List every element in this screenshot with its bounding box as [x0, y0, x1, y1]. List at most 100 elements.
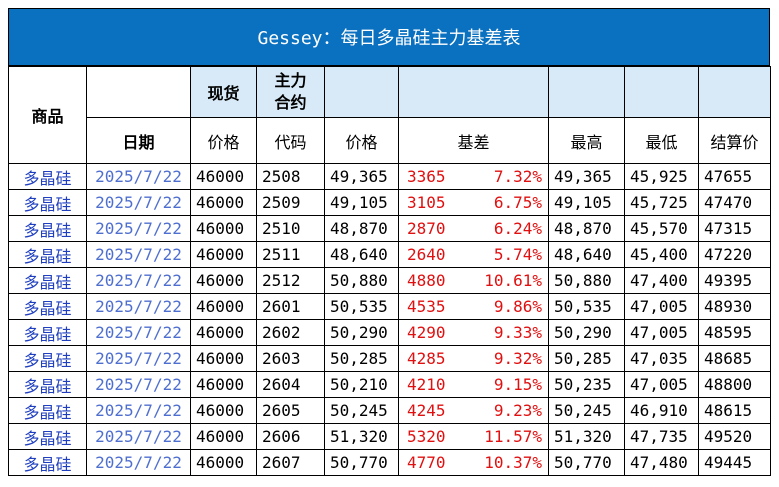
settle-cell: 47315 [698, 215, 771, 242]
basis-cell: 2870 6.24% [398, 215, 549, 242]
header-fill-high [548, 66, 625, 118]
product-cell[interactable]: 多晶硅 [8, 345, 87, 372]
code-cell: 2605 [256, 397, 325, 424]
basis-percent: 6.24% [493, 219, 542, 238]
basis-percent: 10.61% [484, 271, 542, 290]
product-cell[interactable]: 多晶硅 [8, 397, 87, 424]
table-body: 多晶硅 2025/7/22 46000 2508 49,365 3365 7.32% 49,3… [8, 163, 771, 476]
basis-table-container: Gessey：每日多晶硅主力基差表 商品 现货 主力 合约 日期 价格 代码 价… [8, 8, 771, 476]
basis-value: 4535 [407, 297, 446, 316]
spot-price-cell: 46000 [190, 189, 257, 216]
basis-percent: 5.74% [493, 245, 542, 264]
low-cell: 47,005 [624, 319, 699, 346]
code-cell: 2603 [256, 345, 325, 372]
price-cell: 50,535 [324, 293, 399, 320]
basis-percent: 11.57% [484, 427, 542, 446]
table-row: 多晶硅 2025/7/22 46000 2512 50,880 4880 10.61% 50,… [8, 267, 771, 294]
table-row: 多晶硅 2025/7/22 46000 2510 48,870 2870 6.24% 48,8… [8, 215, 771, 242]
header-product: 商品 [8, 66, 87, 164]
basis-cell: 2640 5.74% [398, 241, 549, 268]
low-cell: 47,735 [624, 423, 699, 450]
table-row: 多晶硅 2025/7/22 46000 2509 49,105 3105 6.75% 49,1… [8, 189, 771, 216]
basis-percent: 6.75% [493, 193, 542, 212]
date-cell: 2025/7/22 [86, 397, 191, 424]
basis-cell: 4535 9.86% [398, 293, 549, 320]
code-cell: 2510 [256, 215, 325, 242]
basis-percent: 7.32% [493, 167, 542, 186]
table-row: 多晶硅 2025/7/22 46000 2605 50,245 4245 9.23% 50,2… [8, 397, 771, 424]
product-cell[interactable]: 多晶硅 [8, 163, 87, 190]
header-basis: 基差 [398, 117, 549, 164]
price-cell: 48,870 [324, 215, 399, 242]
settle-cell: 48800 [698, 371, 771, 398]
header-fill-price [324, 66, 399, 118]
product-cell[interactable]: 多晶硅 [8, 423, 87, 450]
basis-cell: 4290 9.33% [398, 319, 549, 346]
high-cell: 50,880 [548, 267, 625, 294]
product-cell[interactable]: 多晶硅 [8, 215, 87, 242]
high-cell: 48,640 [548, 241, 625, 268]
basis-value: 3365 [407, 167, 446, 186]
high-cell: 49,365 [548, 163, 625, 190]
high-cell: 48,870 [548, 215, 625, 242]
table-row: 多晶硅 2025/7/22 46000 2606 51,320 5320 11.57% 51,… [8, 423, 771, 450]
table-row: 多晶硅 2025/7/22 46000 2602 50,290 4290 9.33% 50,2… [8, 319, 771, 346]
product-cell[interactable]: 多晶硅 [8, 371, 87, 398]
code-cell: 2604 [256, 371, 325, 398]
product-cell[interactable]: 多晶硅 [8, 319, 87, 346]
low-cell: 47,035 [624, 345, 699, 372]
low-cell: 47,480 [624, 449, 699, 476]
table-row: 多晶硅 2025/7/22 46000 2603 50,285 4285 9.32% 50,2… [8, 345, 771, 372]
date-cell: 2025/7/22 [86, 189, 191, 216]
date-cell: 2025/7/22 [86, 293, 191, 320]
header-main-contract: 主力 合约 [256, 66, 325, 118]
product-cell[interactable]: 多晶硅 [8, 449, 87, 476]
basis-cell: 3105 6.75% [398, 189, 549, 216]
date-cell: 2025/7/22 [86, 163, 191, 190]
price-cell: 50,245 [324, 397, 399, 424]
header-fill-settle [698, 66, 771, 118]
price-cell: 49,105 [324, 189, 399, 216]
header-date: 日期 [86, 117, 191, 164]
price-cell: 51,320 [324, 423, 399, 450]
low-cell: 46,910 [624, 397, 699, 424]
high-cell: 50,770 [548, 449, 625, 476]
spot-price-cell: 46000 [190, 345, 257, 372]
basis-cell: 4210 9.15% [398, 371, 549, 398]
price-cell: 50,285 [324, 345, 399, 372]
date-cell: 2025/7/22 [86, 319, 191, 346]
spot-price-cell: 46000 [190, 215, 257, 242]
header-fill-basis [398, 66, 549, 118]
basis-percent: 9.23% [493, 401, 542, 420]
table-row: 多晶硅 2025/7/22 46000 2511 48,640 2640 5.74% 48,6… [8, 241, 771, 268]
product-cell[interactable]: 多晶硅 [8, 293, 87, 320]
low-cell: 45,570 [624, 215, 699, 242]
low-cell: 45,400 [624, 241, 699, 268]
basis-cell: 4285 9.32% [398, 345, 549, 372]
code-cell: 2509 [256, 189, 325, 216]
header-blank [86, 66, 191, 118]
code-cell: 2601 [256, 293, 325, 320]
table-row: 多晶硅 2025/7/22 46000 2607 50,770 4770 10.37% 50,… [8, 449, 771, 476]
table-row: 多晶硅 2025/7/22 46000 2508 49,365 3365 7.32% 49,3… [8, 163, 771, 190]
low-cell: 45,925 [624, 163, 699, 190]
spot-price-cell: 46000 [190, 267, 257, 294]
header-settle: 结算价 [698, 117, 771, 164]
header-spot: 现货 [190, 66, 257, 118]
basis-cell: 5320 11.57% [398, 423, 549, 450]
settle-cell: 49445 [698, 449, 771, 476]
settle-cell: 48930 [698, 293, 771, 320]
product-cell[interactable]: 多晶硅 [8, 267, 87, 294]
product-cell[interactable]: 多晶硅 [8, 189, 87, 216]
high-cell: 50,290 [548, 319, 625, 346]
header-high: 最高 [548, 117, 625, 164]
product-cell[interactable]: 多晶硅 [8, 241, 87, 268]
table-row: 多晶硅 2025/7/22 46000 2604 50,210 4210 9.15% 50,2… [8, 371, 771, 398]
date-cell: 2025/7/22 [86, 241, 191, 268]
basis-value: 4210 [407, 375, 446, 394]
low-cell: 47,400 [624, 267, 699, 294]
high-cell: 50,245 [548, 397, 625, 424]
code-cell: 2511 [256, 241, 325, 268]
code-cell: 2602 [256, 319, 325, 346]
low-cell: 47,005 [624, 371, 699, 398]
